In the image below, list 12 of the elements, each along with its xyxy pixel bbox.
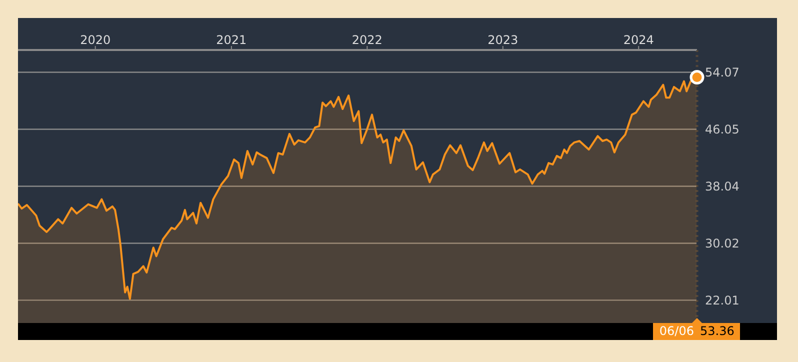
x-tick-label: 2020 — [80, 33, 111, 47]
x-tick-label: 2021 — [216, 33, 247, 47]
y-tick-label: 22.01 — [705, 293, 740, 308]
y-tick-label: 30.02 — [705, 236, 740, 250]
x-tick-label: 2022 — [352, 33, 382, 47]
text: 06/06 — [653, 323, 697, 340]
text: 53.36 — [697, 323, 740, 340]
y-tick-label: 54.07 — [705, 66, 740, 80]
y-tick-label: 46.05 — [705, 122, 740, 137]
y-tick-label: 38.04 — [705, 179, 740, 194]
x-tick-label: 2023 — [488, 33, 518, 47]
x-tick-label: 2024 — [623, 33, 654, 47]
